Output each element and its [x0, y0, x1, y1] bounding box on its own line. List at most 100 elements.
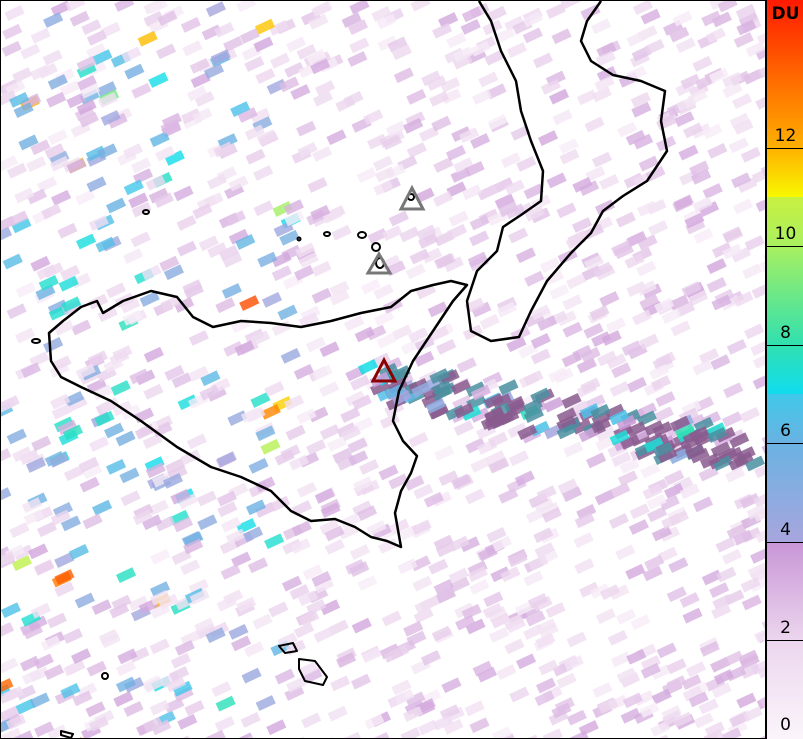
- so2-pixel: [461, 405, 482, 421]
- so2-pixel: [310, 204, 331, 221]
- so2-pixel: [630, 614, 651, 630]
- so2-pixel: [36, 264, 57, 280]
- so2-pixel: [145, 462, 166, 479]
- so2-pixel: [28, 543, 49, 560]
- so2-pixel: [115, 430, 136, 447]
- so2-pixel: [605, 317, 627, 334]
- so2-pixel: [120, 297, 141, 314]
- so2-pixel: [590, 403, 611, 420]
- so2-pixel: [391, 679, 412, 696]
- so2-pixel: [291, 500, 313, 516]
- so2-pixel: [490, 612, 511, 629]
- so2-pixel: [726, 523, 747, 540]
- so2-pixel: [194, 91, 215, 107]
- so2-pixel: [664, 483, 685, 499]
- so2-pixel: [427, 403, 448, 420]
- so2-pixel: [130, 231, 151, 248]
- so2-pixel: [655, 391, 676, 407]
- vulcano-volcano-icon: [365, 251, 393, 275]
- so2-pixel: [684, 212, 705, 229]
- so2-pixel: [534, 542, 555, 558]
- colorbar-tick-label: 8: [780, 322, 791, 343]
- so2-pixel: [712, 455, 733, 471]
- so2-pixel: [312, 90, 334, 107]
- so2-pixel: [433, 579, 454, 595]
- so2-pixel: [53, 320, 75, 336]
- so2-pixel: [640, 8, 661, 25]
- so2-pixel: [591, 86, 612, 103]
- so2-pixel: [357, 505, 378, 521]
- so2-pixel: [428, 558, 449, 575]
- so2-pixel: [51, 403, 72, 420]
- so2-pixel: [181, 108, 202, 124]
- so2-pixel: [682, 685, 703, 702]
- so2-pixel: [572, 418, 593, 435]
- so2-pixel: [155, 515, 176, 532]
- so2-pixel: [336, 652, 357, 668]
- so2-pixel: [86, 660, 107, 677]
- so2-pixel: [250, 392, 271, 408]
- so2-pixel: [61, 296, 82, 313]
- so2-pixel: [607, 629, 628, 646]
- so2-pixel: [250, 107, 271, 124]
- so2-pixel: [216, 595, 237, 612]
- so2-pixel: [429, 368, 450, 385]
- so2-pixel: [610, 651, 631, 668]
- so2-pixel: [252, 613, 273, 630]
- so2-pixel: [625, 563, 646, 580]
- so2-pixel: [653, 406, 674, 423]
- so2-pixel: [642, 565, 663, 582]
- so2-pixel: [260, 404, 281, 420]
- so2-pixel: [34, 721, 55, 738]
- so2-pixel: [117, 648, 138, 665]
- so2-pixel: [347, 51, 368, 67]
- so2-pixel: [148, 72, 169, 88]
- so2-pixel: [621, 340, 642, 357]
- so2-pixel: [552, 109, 573, 126]
- so2-pixel: [630, 91, 651, 108]
- so2-pixel: [157, 10, 178, 27]
- so2-pixel: [722, 411, 743, 428]
- so2-pixel: [558, 138, 579, 155]
- so2-pixel: [62, 424, 84, 441]
- so2-pixel: [753, 462, 765, 479]
- so2-pixel: [30, 255, 51, 272]
- so2-pixel: [751, 282, 765, 299]
- so2-pixel: [341, 12, 362, 28]
- so2-pixel: [320, 599, 341, 616]
- so2-pixel: [271, 265, 292, 282]
- so2-pixel: [624, 252, 645, 269]
- so2-pixel: [538, 622, 559, 639]
- so2-pixel: [59, 80, 80, 97]
- so2-pixel: [221, 283, 242, 299]
- so2-pixel: [674, 301, 696, 318]
- so2-pixel: [255, 502, 276, 518]
- so2-pixel: [594, 75, 615, 92]
- so2-pixel: [14, 187, 35, 204]
- so2-pixel: [48, 451, 69, 468]
- so2-pixel: [236, 596, 257, 613]
- so2-pixel: [20, 43, 41, 60]
- so2-pixel: [91, 599, 112, 616]
- so2-pixel: [165, 676, 186, 693]
- so2-pixel: [565, 233, 586, 250]
- so2-pixel: [592, 682, 613, 698]
- so2-pixel: [96, 81, 117, 97]
- so2-pixel: [446, 181, 467, 198]
- so2-pixel: [241, 667, 262, 684]
- so2-pixel: [328, 619, 349, 636]
- so2-pixel: [470, 384, 492, 401]
- so2-pixel: [650, 721, 671, 737]
- so2-pixel: [268, 19, 290, 36]
- so2-pixel: [632, 1, 653, 16]
- so2-pixel: [205, 729, 226, 738]
- so2-pixel: [105, 282, 127, 299]
- so2-pixel: [405, 691, 426, 708]
- so2-pixel: [298, 252, 319, 268]
- so2-pixel: [409, 248, 430, 265]
- so2-pixel: [744, 323, 765, 340]
- so2-pixel: [279, 229, 300, 246]
- so2-pixel: [371, 6, 392, 22]
- so2-pixel: [522, 11, 543, 28]
- so2-pixel: [622, 692, 643, 709]
